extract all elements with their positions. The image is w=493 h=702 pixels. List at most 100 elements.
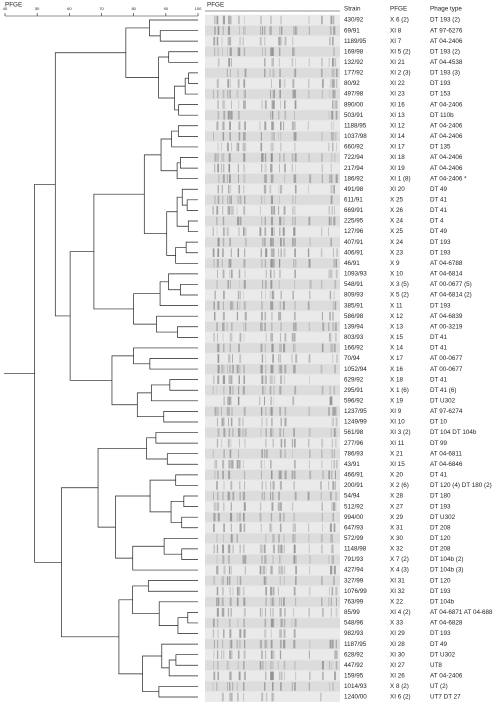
gel-band [262,375,264,384]
gel-band [230,301,233,310]
gel-lane [205,131,340,142]
gel-band [271,491,274,501]
dendro-branch [158,56,175,99]
gel-band [230,248,232,258]
gel-band [294,555,296,564]
gel-lane [205,311,340,321]
gel-band [261,237,264,247]
gel-band [295,58,296,67]
strain: 225/95 [344,218,364,225]
gel-band [213,259,215,268]
gel-band [331,555,334,564]
gel-band [239,364,241,374]
phage-type: DT 193 [430,80,451,87]
gel-band [270,586,273,596]
strain: 385/91 [344,302,364,309]
gel-band [217,491,219,501]
gel-band [307,121,309,131]
gel-band [228,459,230,469]
gel-band [223,629,225,638]
gel-band [335,142,337,152]
gel-band [264,58,266,67]
phage-type: AT 00-0677 [430,366,463,373]
gel-band [283,534,285,543]
gel-band [334,449,336,458]
phage-type: DT 49 [430,641,448,648]
gel-band [294,523,296,533]
gel-band [217,438,219,448]
gel-band [334,407,337,416]
gel-band [336,248,339,258]
gel-band [271,290,274,300]
gel-band [263,576,266,585]
gel-band [334,301,337,310]
gel-band [264,195,266,205]
gel-band [283,375,286,384]
gel-band [223,290,225,300]
gel-band [270,301,272,310]
gel-band [292,89,295,99]
gel-band [279,608,282,617]
gel-band [278,534,280,543]
gel-band [279,333,282,342]
gel-band [216,459,218,469]
gel-band [334,343,337,353]
gel-band [238,512,241,522]
gel-band [242,428,244,437]
gel-band [243,100,247,109]
gel-band [243,629,246,638]
phage-type: AT 04-6811 [430,450,462,457]
strain: 791/93 [344,556,364,563]
gel-band [229,671,232,681]
gel-band [294,174,297,183]
gel-band [294,555,297,564]
gel-band [328,227,330,236]
pfge-type: X 33 [390,620,403,627]
pfge-type: XI 30 [390,651,405,658]
gel-band [321,597,323,607]
gel-band [260,15,262,25]
gel-band [238,449,239,458]
gel-band [329,639,332,649]
gel-band [270,206,273,215]
gel-band [294,216,296,226]
strain: 1148/98 [344,546,367,553]
gel-lane [205,78,340,89]
dendro-branch [178,104,198,116]
gel-band [279,47,281,57]
gel-band [263,491,266,501]
gel-band [261,354,264,363]
gel-band [229,184,232,194]
gel-band [230,523,232,533]
dendro-branch [34,183,62,563]
gel-band [230,195,232,205]
gel-band [222,237,225,247]
gel-band [213,47,216,57]
gel-band [291,438,294,448]
strain: 427/94 [344,567,364,574]
gel-band [264,216,266,226]
gel-band [283,248,286,258]
gel-lane [205,25,340,36]
gel-band [242,142,245,152]
gel-band [271,79,272,88]
gel-band [229,491,231,501]
gel-band [216,79,219,88]
gel-band [227,438,230,448]
gel-band [216,385,218,395]
gel-band [335,608,338,617]
gel-band [334,481,337,490]
gel-band [334,438,337,448]
gel-band [308,459,310,469]
gel-band [295,26,298,35]
gel-lane [205,438,340,448]
gel-band [331,459,333,469]
dendro-branch [132,545,198,571]
gel-band [213,671,216,681]
gel-band [277,586,279,596]
gel-lane [205,586,340,597]
gel-band [271,110,274,120]
gel-band [283,544,285,554]
gel-band [280,502,282,511]
gel-band [223,100,226,109]
